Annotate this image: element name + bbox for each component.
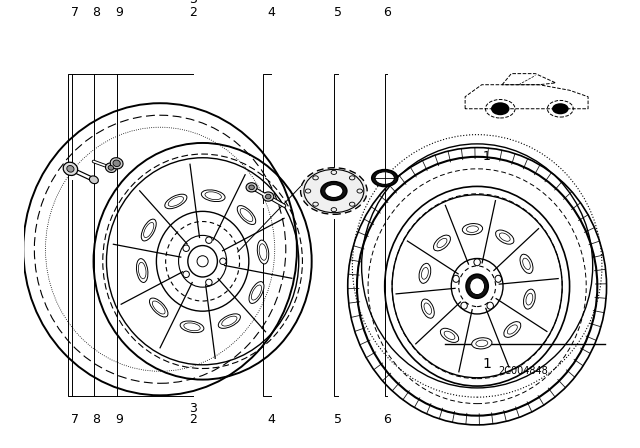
Ellipse shape bbox=[249, 185, 254, 190]
Ellipse shape bbox=[424, 303, 431, 314]
Ellipse shape bbox=[218, 314, 241, 328]
Ellipse shape bbox=[106, 163, 116, 172]
Ellipse shape bbox=[246, 183, 257, 192]
Ellipse shape bbox=[437, 238, 447, 248]
Ellipse shape bbox=[467, 226, 479, 233]
Ellipse shape bbox=[526, 293, 533, 305]
Text: 3: 3 bbox=[189, 0, 197, 6]
Ellipse shape bbox=[90, 176, 99, 184]
Ellipse shape bbox=[150, 298, 168, 317]
Ellipse shape bbox=[138, 262, 146, 279]
Ellipse shape bbox=[205, 192, 221, 200]
Text: 8: 8 bbox=[92, 6, 100, 19]
Ellipse shape bbox=[63, 162, 77, 176]
Ellipse shape bbox=[495, 230, 514, 244]
Ellipse shape bbox=[262, 192, 274, 201]
Ellipse shape bbox=[444, 331, 455, 340]
Ellipse shape bbox=[257, 240, 269, 264]
Ellipse shape bbox=[375, 172, 394, 185]
Ellipse shape bbox=[141, 219, 156, 241]
Text: 9: 9 bbox=[115, 413, 124, 426]
Ellipse shape bbox=[67, 165, 74, 172]
Ellipse shape bbox=[524, 289, 535, 309]
Text: 3: 3 bbox=[189, 402, 197, 415]
Text: 6: 6 bbox=[383, 413, 392, 426]
Text: 8: 8 bbox=[92, 413, 100, 426]
Ellipse shape bbox=[476, 340, 488, 347]
Ellipse shape bbox=[504, 322, 521, 337]
Ellipse shape bbox=[520, 254, 533, 273]
Ellipse shape bbox=[466, 274, 488, 298]
Text: 6: 6 bbox=[383, 6, 392, 19]
Ellipse shape bbox=[221, 316, 237, 326]
Ellipse shape bbox=[321, 182, 347, 200]
Ellipse shape bbox=[499, 233, 510, 241]
Ellipse shape bbox=[462, 224, 483, 235]
Ellipse shape bbox=[372, 170, 397, 186]
Ellipse shape bbox=[202, 190, 225, 202]
Ellipse shape bbox=[152, 301, 165, 314]
Text: 9: 9 bbox=[115, 6, 124, 19]
Ellipse shape bbox=[237, 206, 256, 224]
Ellipse shape bbox=[136, 258, 148, 282]
Ellipse shape bbox=[113, 160, 120, 167]
Ellipse shape bbox=[440, 328, 459, 342]
Ellipse shape bbox=[143, 223, 154, 237]
Ellipse shape bbox=[252, 285, 262, 300]
Ellipse shape bbox=[433, 235, 451, 251]
Ellipse shape bbox=[325, 185, 343, 198]
Ellipse shape bbox=[472, 338, 492, 349]
Text: 1: 1 bbox=[483, 151, 490, 164]
Ellipse shape bbox=[421, 299, 435, 318]
Ellipse shape bbox=[301, 168, 367, 214]
Text: 5: 5 bbox=[335, 413, 342, 426]
Text: 1: 1 bbox=[482, 358, 491, 371]
Text: 5: 5 bbox=[335, 6, 342, 19]
Text: 4: 4 bbox=[267, 6, 275, 19]
Ellipse shape bbox=[184, 323, 200, 331]
Text: 7: 7 bbox=[71, 6, 79, 19]
Ellipse shape bbox=[508, 325, 517, 334]
Ellipse shape bbox=[422, 267, 428, 279]
Ellipse shape bbox=[523, 258, 531, 270]
Ellipse shape bbox=[164, 194, 187, 209]
Ellipse shape bbox=[419, 263, 431, 283]
Text: 2C004848: 2C004848 bbox=[499, 366, 548, 376]
Ellipse shape bbox=[259, 244, 267, 260]
Text: 7: 7 bbox=[71, 413, 79, 426]
Text: 2: 2 bbox=[189, 413, 197, 426]
Ellipse shape bbox=[266, 194, 271, 199]
Ellipse shape bbox=[240, 208, 253, 222]
Ellipse shape bbox=[491, 102, 509, 115]
Text: 2: 2 bbox=[189, 6, 197, 19]
Ellipse shape bbox=[180, 321, 204, 333]
Ellipse shape bbox=[249, 282, 264, 303]
Ellipse shape bbox=[108, 165, 114, 170]
Text: 4: 4 bbox=[267, 413, 275, 426]
Ellipse shape bbox=[470, 278, 484, 294]
Ellipse shape bbox=[110, 158, 123, 169]
Ellipse shape bbox=[552, 103, 569, 114]
Ellipse shape bbox=[168, 197, 184, 207]
